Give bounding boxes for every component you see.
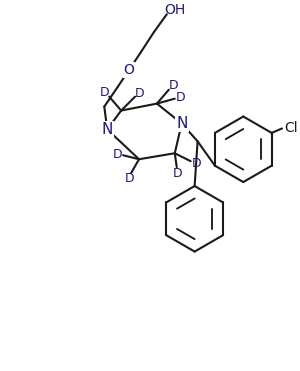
Text: OH: OH — [164, 3, 185, 17]
Text: N: N — [176, 116, 188, 131]
Text: D: D — [100, 86, 109, 99]
Text: D: D — [173, 167, 183, 180]
Text: N: N — [102, 122, 113, 137]
Text: D: D — [169, 79, 178, 92]
Text: Cl: Cl — [284, 121, 298, 135]
Text: O: O — [124, 63, 134, 77]
Text: D: D — [176, 91, 185, 104]
Text: D: D — [192, 157, 201, 170]
Text: D: D — [124, 171, 134, 185]
Text: D: D — [112, 148, 122, 161]
Text: D: D — [135, 87, 145, 100]
